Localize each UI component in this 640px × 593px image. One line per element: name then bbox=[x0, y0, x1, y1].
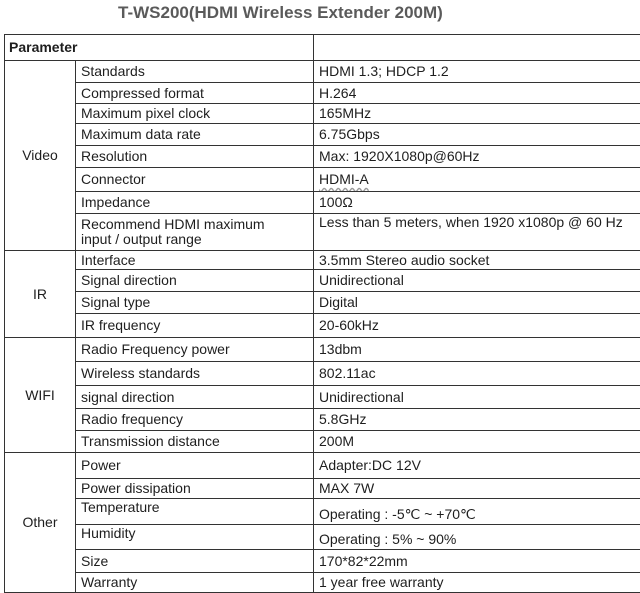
parameter-value: Operating : 5% ~ 90% bbox=[314, 525, 640, 550]
header-row: Parameter bbox=[5, 35, 640, 61]
parameter-value: Digital bbox=[314, 292, 640, 314]
document-title: T-WS200(HDMI Wireless Extender 200M) bbox=[118, 3, 443, 23]
parameter-label: Power dissipation bbox=[76, 479, 314, 499]
parameter-value: 5.8GHz bbox=[314, 409, 640, 431]
parameter-label: Connector bbox=[76, 168, 314, 192]
parameter-label: Recommend HDMI maximum input / output ra… bbox=[76, 214, 314, 251]
table-row: Connector HDMI-A bbox=[5, 168, 640, 192]
parameter-label: Warranty bbox=[76, 573, 314, 593]
parameter-value: Max: 1920X1080p@60Hz bbox=[314, 146, 640, 168]
parameter-label: Size bbox=[76, 550, 314, 573]
parameter-label: Resolution bbox=[76, 146, 314, 168]
parameter-value: Unidirectional bbox=[314, 386, 640, 409]
parameter-label: Interface bbox=[76, 251, 314, 270]
parameter-label: Signal type bbox=[76, 292, 314, 314]
parameter-value: 1 year free warranty bbox=[314, 573, 640, 593]
group-label: IR bbox=[5, 251, 76, 338]
parameter-value: HDMI 1.3; HDCP 1.2 bbox=[314, 61, 640, 83]
parameter-label: Standards bbox=[76, 61, 314, 83]
group-label: Other bbox=[5, 453, 76, 593]
parameter-label: Radio frequency bbox=[76, 409, 314, 431]
parameter-label: Temperature bbox=[76, 499, 314, 525]
parameter-value: H.264 bbox=[314, 83, 640, 104]
parameter-label: Power bbox=[76, 453, 314, 479]
connector-value-text: HDMI-A bbox=[319, 171, 369, 187]
parameter-label: Radio Frequency power bbox=[76, 338, 314, 362]
parameter-label: Compressed format bbox=[76, 83, 314, 104]
parameter-value: Less than 5 meters, when 1920 x1080p @ 6… bbox=[314, 214, 640, 251]
parameter-value: MAX 7W bbox=[314, 479, 640, 499]
parameter-value: 13dbm bbox=[314, 338, 640, 362]
table-row: Recommend HDMI maximum input / output ra… bbox=[5, 214, 640, 251]
parameter-value: 6.75Gbps bbox=[314, 124, 640, 146]
parameter-label: Signal direction bbox=[76, 270, 314, 292]
parameter-value: Operating : -5℃ ~ +70℃ bbox=[314, 499, 640, 525]
parameter-value: 165MHz bbox=[314, 104, 640, 124]
parameter-label: IR frequency bbox=[76, 314, 314, 338]
parameter-value: 100Ω bbox=[314, 192, 640, 214]
parameter-label: Impedance bbox=[76, 192, 314, 214]
group-label: WIFI bbox=[5, 338, 76, 453]
parameter-label: Transmission distance bbox=[76, 431, 314, 453]
parameter-label: Maximum data rate bbox=[76, 124, 314, 146]
parameter-value: 20-60kHz bbox=[314, 314, 640, 338]
parameter-label: Maximum pixel clock bbox=[76, 104, 314, 124]
parameter-label: signal direction bbox=[76, 386, 314, 409]
parameter-value: 170*82*22mm bbox=[314, 550, 640, 573]
parameter-label: Wireless standards bbox=[76, 362, 314, 386]
parameter-value: 200M bbox=[314, 431, 640, 453]
group-label: Video bbox=[5, 61, 76, 251]
header-value bbox=[314, 35, 640, 61]
parameter-value: 802.11ac bbox=[314, 362, 640, 386]
parameter-value: HDMI-A bbox=[314, 168, 640, 192]
parameter-value: Unidirectional bbox=[314, 270, 640, 292]
parameter-label: Humidity bbox=[76, 525, 314, 550]
parameter-value: Adapter:DC 12V bbox=[314, 453, 640, 479]
parameter-value: 3.5mm Stereo audio socket bbox=[314, 251, 640, 270]
header-parameter: Parameter bbox=[5, 35, 314, 61]
